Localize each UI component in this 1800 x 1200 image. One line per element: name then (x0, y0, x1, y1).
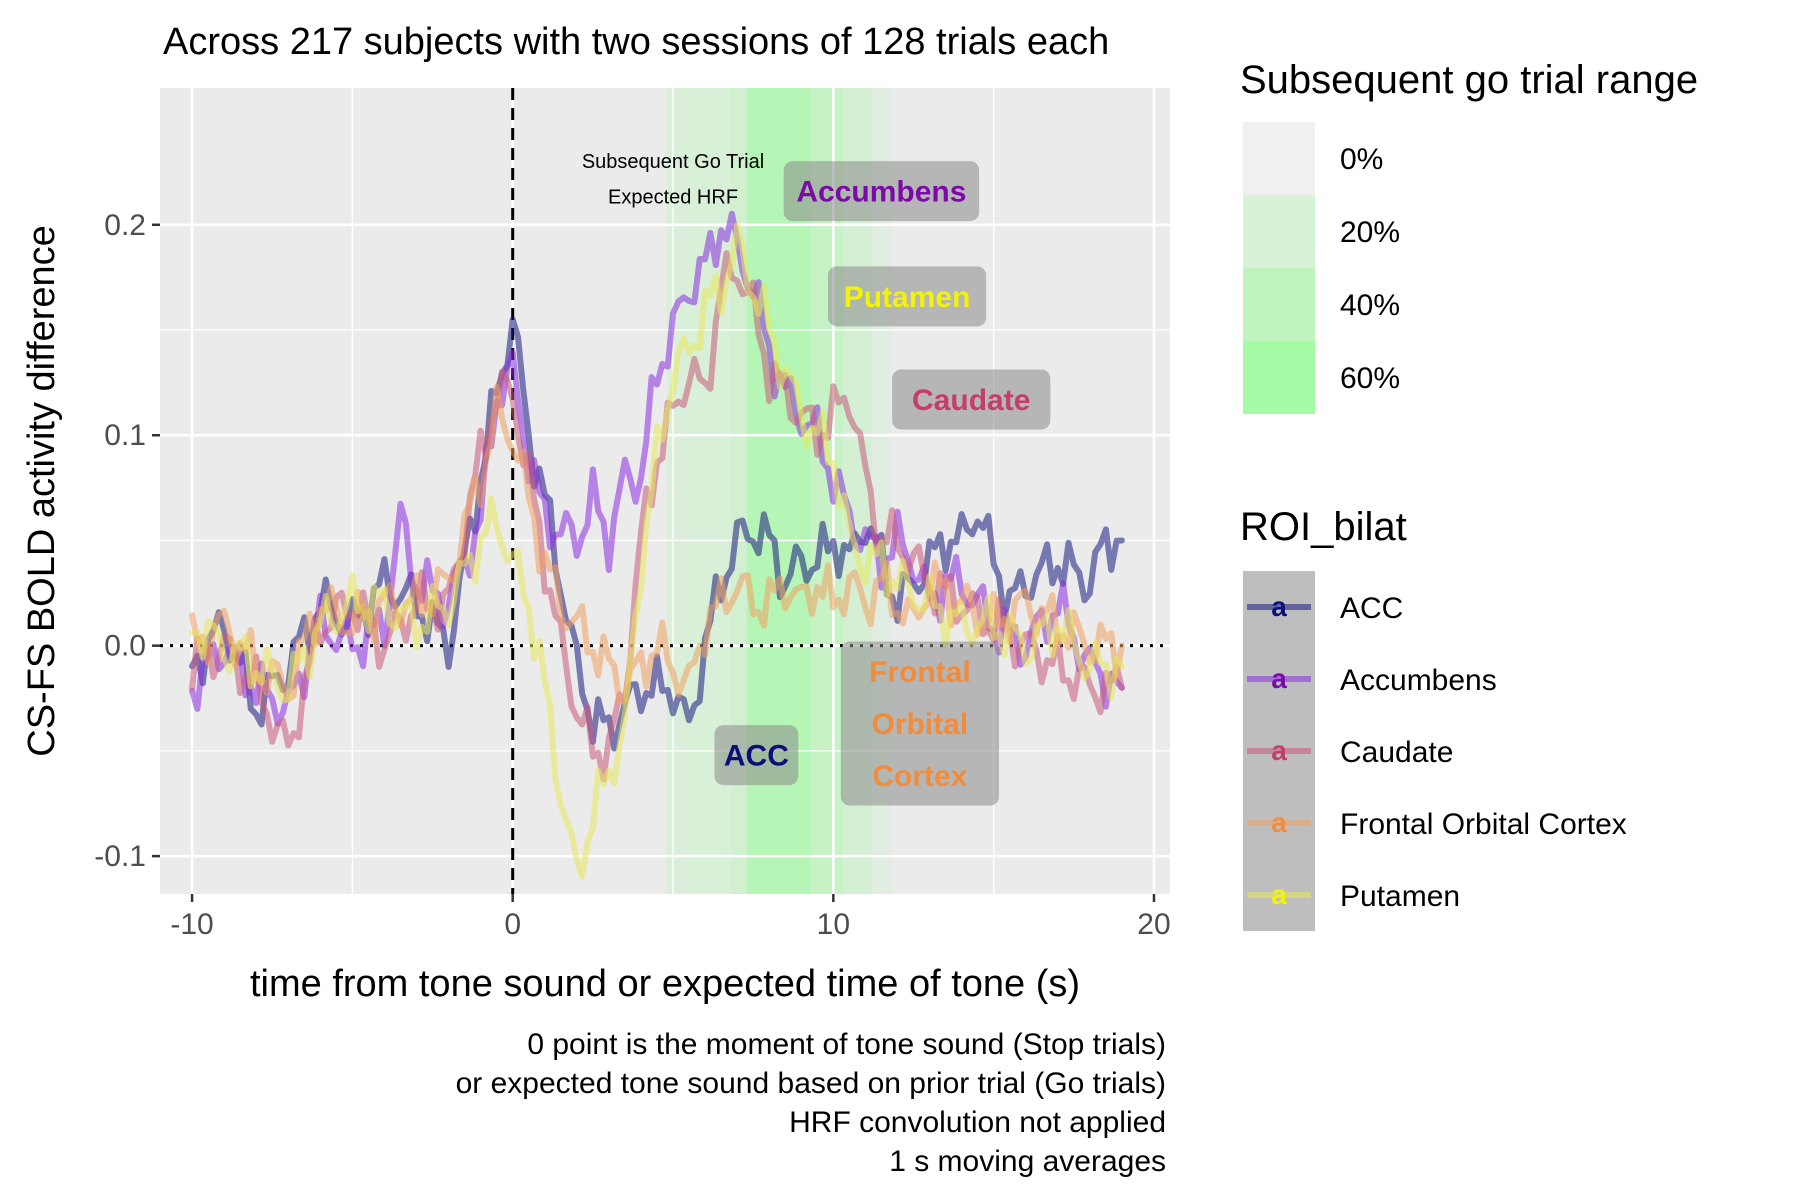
series-label-box (714, 725, 799, 786)
y-tick-label: 0.0 (104, 630, 146, 663)
x-tick-label: 10 (817, 908, 850, 941)
series-label-putamen: Putamen (827, 266, 987, 327)
plot-panel (160, 88, 1170, 894)
x-tick-label: 20 (1137, 908, 1170, 941)
chart-title: Across 217 subjects with two sessions of… (163, 21, 1109, 63)
series-label-text: Caudate (912, 384, 1030, 417)
caption-line-1: 0 point is the moment of tone sound (Sto… (527, 1028, 1166, 1061)
series-label-box (892, 369, 1051, 430)
x-tick-label: -10 (170, 908, 213, 941)
caption-line-4: 1 s moving averages (889, 1145, 1166, 1178)
legend-go-key (1243, 341, 1315, 414)
series-label-text: Orbital (872, 708, 969, 741)
caption-line-3: HRF convolution not applied (789, 1106, 1166, 1139)
series-label-text: ACC (724, 740, 789, 773)
legend-go-trial-range: Subsequent go trial range 0% 20% 40% 60% (1240, 58, 1698, 414)
go-band-segment (666, 88, 683, 894)
legend-go-label: 20% (1340, 216, 1400, 249)
legend-go-key (1243, 122, 1315, 195)
series-label-box (783, 161, 980, 222)
legend-roi-key-glyph: a (1271, 879, 1287, 910)
legend-roi-label: Accumbens (1340, 664, 1497, 697)
legend-roi-key-glyph: a (1271, 663, 1287, 694)
series-label-box (827, 266, 987, 327)
series-label-text: Putamen (844, 281, 971, 314)
caption: 0 point is the moment of tone sound (Sto… (456, 1028, 1166, 1178)
legend-roi-label: Frontal Orbital Cortex (1340, 808, 1627, 841)
legend-go-label: 60% (1340, 362, 1400, 395)
legend-go-label: 0% (1340, 143, 1383, 176)
series-label-text: Frontal (869, 656, 971, 689)
legend-roi-key-glyph: a (1271, 591, 1287, 622)
series-label-frontal-orbital-cortex: Frontal Orbital Cortex (840, 641, 1000, 806)
band-annotation: Subsequent Go Trial Expected HRF (582, 151, 764, 209)
caption-line-2: or expected tone sound based on prior tr… (456, 1067, 1166, 1100)
axes: -10 0 10 20 -0.1 0.0 0.1 0.2 (94, 209, 1170, 941)
series-line-frontal-orbital-cortex (189, 383, 1125, 706)
band-annotation-line: Subsequent Go Trial (582, 151, 764, 173)
legend-roi-label: ACC (1340, 592, 1403, 625)
legend-roi-label: Caudate (1340, 736, 1453, 769)
y-tick-label: 0.2 (104, 209, 146, 242)
series-label-text: Accumbens (796, 176, 966, 209)
y-tick-label: -0.1 (94, 840, 146, 873)
x-tick-label: 0 (504, 908, 521, 941)
series-labels: ACC Accumbens Caudate Frontal Orbital Cortex P… (714, 161, 1051, 806)
legend-roi-label: Putamen (1340, 880, 1460, 913)
series-label-acc: ACC (714, 725, 799, 786)
band-annotation-line: Expected HRF (608, 187, 738, 209)
legend-go-key (1243, 195, 1315, 268)
y-axis-label: CS-FS BOLD activity difference (21, 225, 63, 756)
legend-go-key (1243, 268, 1315, 341)
series-label-caudate: Caudate (892, 369, 1051, 430)
legend-go-label: 40% (1340, 289, 1400, 322)
y-tick-label: 0.1 (104, 419, 146, 452)
legend-roi-title: ROI_bilat (1240, 505, 1407, 549)
legend-roi-key-glyph: a (1271, 807, 1287, 838)
series-label-box (840, 641, 1000, 806)
series-lines (189, 210, 1125, 880)
series-line-putamen (189, 222, 1125, 880)
series-line-caudate (189, 250, 1125, 783)
legend-roi-key-glyph: a (1271, 735, 1287, 766)
x-axis-label: time from tone sound or expected time of… (250, 963, 1080, 1005)
legend-go-title: Subsequent go trial range (1240, 58, 1698, 102)
series-label-accumbens: Accumbens (783, 161, 980, 222)
series-label-text: Cortex (872, 760, 967, 793)
legend-roi: ROI_bilat a ACC a Accumbens a Caudate a Frontal… (1240, 505, 1627, 931)
